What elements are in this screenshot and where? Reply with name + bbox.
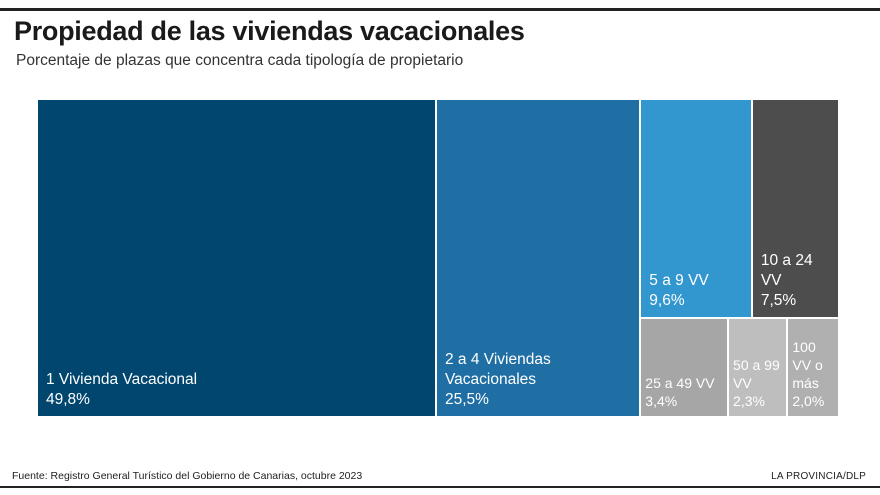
cell-value-label: 2,0%	[792, 392, 825, 409]
bottom-rule	[0, 486, 880, 488]
cell-value-label: 7,5%	[760, 292, 797, 310]
cell-value-label: 9,6%	[649, 292, 685, 310]
cell-category-label: 2 a 4 Viviendas Vacacionales	[444, 351, 551, 388]
cell-value-label: 2,3%	[733, 392, 765, 409]
chart-title: Propiedad de las viviendas vacacionales	[14, 16, 525, 46]
cell-5-a-9: 5 a 9 VV 9,6%	[641, 100, 753, 320]
cell-10-a-24: 10 a 24 VV 7,5%	[752, 100, 840, 320]
cell-label: 2 a 4 Viviendas Vacacionales 25,5%	[445, 350, 635, 410]
cell-category-label: 100 VV o más	[792, 338, 823, 391]
cell-category-label: 1 Vivienda Vacacional	[46, 371, 198, 388]
cell-25-a-49: 25 a 49 VV 3,4%	[641, 319, 730, 418]
cell-value-label: 3,4%	[645, 392, 678, 409]
cell-label: 5 a 9 VV 9,6%	[649, 271, 747, 311]
cell-label: 100 VV o más 2,0%	[792, 338, 834, 410]
source-note: Fuente: Registro General Turístico del G…	[12, 470, 363, 482]
cell-label: 1 Vivienda Vacacional 49,8%	[46, 370, 431, 410]
treemap: 1 Vivienda Vacacional 49,8% 2 a 4 Vivienda…	[38, 100, 840, 418]
cell-category-label: 50 a 99 VV	[733, 356, 780, 391]
credit: LA PROVINCIA/DLP	[771, 471, 866, 482]
cell-value-label: 25,5%	[444, 391, 489, 408]
cell-50-a-99: 50 a 99 VV 2,3%	[729, 319, 789, 418]
cell-label: 10 a 24 VV 7,5%	[761, 251, 834, 311]
cell-1-vivienda: 1 Vivienda Vacacional 49,8%	[38, 100, 437, 418]
top-rule	[0, 8, 880, 11]
cell-label: 25 a 49 VV 3,4%	[645, 374, 723, 410]
cell-category-label: 25 a 49 VV	[645, 374, 715, 391]
cell-category-label: 10 a 24 VV	[760, 252, 813, 290]
chart-subtitle: Porcentaje de plazas que concentra cada …	[16, 52, 464, 69]
cell-label: 50 a 99 VV 2,3%	[733, 356, 782, 410]
cell-category-label: 5 a 9 VV	[649, 272, 709, 290]
cell-2-a-4: 2 a 4 Viviendas Vacacionales 25,5%	[436, 100, 642, 418]
cell-value-label: 49,8%	[46, 391, 90, 408]
cell-100-o-mas: 100 VV o más 2,0%	[788, 319, 840, 418]
